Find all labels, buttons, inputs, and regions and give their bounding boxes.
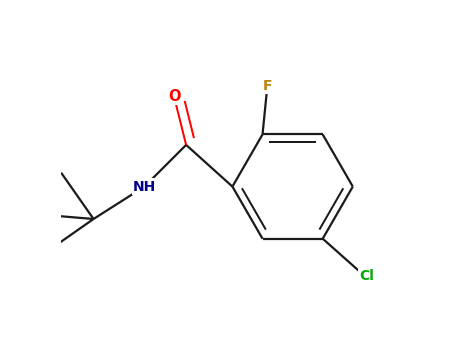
- Text: NH: NH: [133, 180, 156, 194]
- Text: Cl: Cl: [359, 269, 374, 283]
- Text: F: F: [263, 79, 272, 93]
- Text: HO: HO: [0, 244, 1, 258]
- Text: O: O: [168, 89, 181, 104]
